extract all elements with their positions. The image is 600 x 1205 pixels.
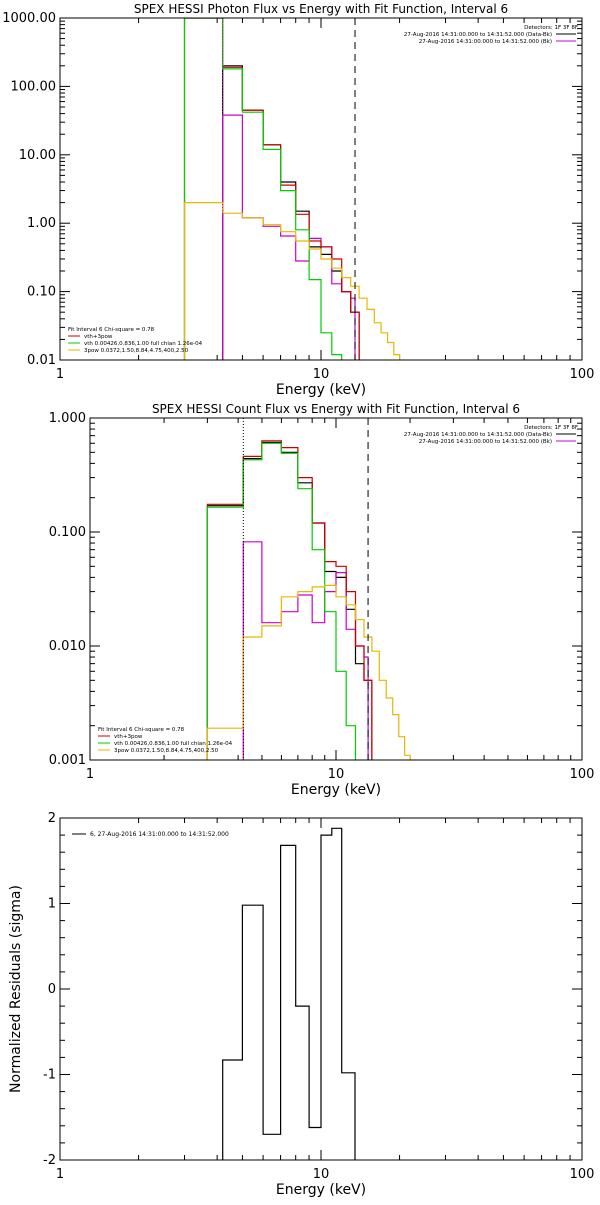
plot-frame — [59, 17, 583, 361]
series-vth — [183, 18, 343, 360]
legend-entry-label: vth 0.00426,0.836,1.00 full chian 1.26e-… — [84, 341, 203, 347]
x-axis-ticks: 1 10 100 — [56, 818, 595, 1182]
x-tick-label: 10 — [313, 1167, 330, 1182]
y-tick-label: 0.010 — [49, 639, 86, 654]
chart-panel-2: SPEX HESSI Count Flux vs Energy with Fit… — [49, 402, 595, 798]
series-3pow — [183, 202, 401, 360]
x-tick-label: 1 — [86, 767, 94, 782]
legend-entry-label: 27-Aug-2016 14:31:00.000 to 14:31:52.000… — [404, 32, 552, 38]
legend-entry-label: 3pow 0.0372,1.50,8.84,4.75,400,2.50 — [114, 748, 219, 754]
legend-entry-label: vth+3pow — [114, 734, 143, 740]
series-bk — [222, 114, 356, 360]
series-vth-3pow — [206, 440, 373, 760]
x-tick-label: 1 — [56, 367, 64, 382]
x-tick-label: 100 — [570, 1167, 595, 1182]
legend-header: Fit Interval 6 Chi-square = 0.78 — [68, 327, 155, 333]
y-tick-label: 1.00 — [27, 216, 56, 231]
legend-entry-label: 27-Aug-2016 14:31:00.000 to 14:31:52.000… — [404, 432, 552, 438]
y-tick-label: 1 — [48, 897, 56, 912]
plot-area — [183, 18, 401, 360]
chart-title: SPEX HESSI Count Flux vs Energy with Fit… — [152, 402, 520, 416]
plot-frame — [89, 417, 583, 761]
series-6-27-aug-2016-14-31-00-000-to-14-31-52-000 — [222, 827, 356, 1160]
legend-top-left: 6, 27-Aug-2016 14:31:00.000 to 14:31:52.… — [72, 831, 229, 838]
legend-entry-label: 3pow 0.0372,1.50,8.84,4.75,400,2.50 — [84, 348, 189, 354]
y-tick-label: 100.00 — [11, 79, 57, 94]
plot-area — [206, 418, 411, 760]
legend-entry-label: 6, 27-Aug-2016 14:31:00.000 to 14:31:52.… — [90, 831, 229, 838]
chart-panel-1: SPEX HESSI Photon Flux vs Energy with Fi… — [2, 2, 594, 398]
legend-entry-label: vth 0.00426,0.836,1.00 full chian 1.26e-… — [114, 741, 233, 747]
x-axis-label: Energy (keV) — [291, 782, 381, 798]
y-tick-label: 0 — [48, 982, 56, 997]
x-tick-label: 1 — [56, 1167, 64, 1182]
x-tick-label: 10 — [328, 767, 345, 782]
series-vth — [206, 442, 357, 760]
x-tick-label: 100 — [570, 767, 595, 782]
y-axis-ticks: 0.01 0.10 1.00 10.00 100.00 1000.00 — [2, 11, 582, 368]
legend-header: Detectors: 1F 3F 8F — [524, 425, 578, 431]
x-axis-label: Energy (keV) — [276, 1182, 366, 1198]
y-tick-label: 0.01 — [27, 353, 56, 368]
y-tick-label: 2 — [48, 811, 56, 826]
y-tick-label: 0.001 — [49, 753, 86, 768]
legend-bottom-left: Fit Interval 6 Chi-square = 0.78vth+3pow… — [98, 727, 233, 754]
y-tick-label: -1 — [43, 1068, 56, 1083]
series-data-bk — [206, 441, 373, 760]
x-axis-label: Energy (keV) — [276, 382, 366, 398]
plot-area — [222, 827, 356, 1160]
y-tick-label: 10.00 — [19, 148, 56, 163]
x-tick-label: 100 — [570, 367, 595, 382]
series-bk — [242, 541, 369, 760]
y-tick-label: 0.10 — [27, 285, 56, 300]
plot-frame — [59, 817, 583, 1161]
y-tick-label: 1000.00 — [2, 11, 56, 26]
y-axis-ticks: 0.001 0.010 0.100 1.000 — [49, 411, 582, 768]
x-tick-label: 10 — [313, 367, 330, 382]
y-tick-label: -2 — [43, 1153, 56, 1168]
legend-entry-label: 27-Aug-2016 14:31:00.000 to 14:31:52.000… — [419, 439, 552, 445]
y-tick-label: 1.000 — [49, 411, 86, 426]
y-axis-label: Normalized Residuals (sigma) — [8, 885, 24, 1093]
series-vth-3pow — [183, 18, 360, 360]
legend-header: Detectors: 1F 3F 8F — [524, 25, 578, 31]
legend-bottom-left: Fit Interval 6 Chi-square = 0.78vth+3pow… — [68, 327, 203, 354]
y-tick-label: 0.100 — [49, 525, 86, 540]
y-axis-ticks: -2 -1 0 1 2 — [43, 811, 582, 1168]
legend-header: Fit Interval 6 Chi-square = 0.78 — [98, 727, 185, 733]
series-3pow — [206, 584, 411, 760]
legend-entry-label: 27-Aug-2016 14:31:00.000 to 14:31:52.000… — [419, 39, 552, 45]
legend-entry-label: vth+3pow — [84, 334, 113, 340]
chart-title: SPEX HESSI Photon Flux vs Energy with Fi… — [134, 2, 508, 16]
chart-panel-3: Energy (keV) Normalized Residuals (sigma)… — [8, 811, 594, 1198]
